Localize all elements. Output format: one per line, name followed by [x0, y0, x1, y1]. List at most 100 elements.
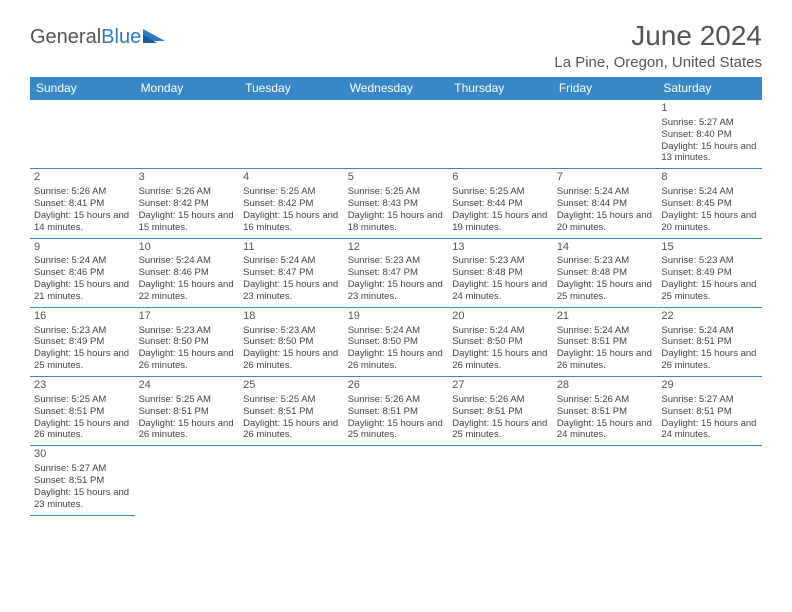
sunset-text: Sunset: 8:44 PM	[557, 198, 654, 210]
sunset-text: Sunset: 8:51 PM	[661, 336, 758, 348]
daylight-text: Daylight: 15 hours and 20 minutes.	[661, 210, 758, 234]
day-number: 23	[34, 379, 131, 393]
sunset-text: Sunset: 8:48 PM	[452, 267, 549, 279]
day-number: 10	[139, 241, 236, 255]
day-number: 27	[452, 379, 549, 393]
logo: GeneralBlue	[30, 26, 165, 49]
day-number: 6	[452, 171, 549, 185]
daylight-text: Daylight: 15 hours and 24 minutes.	[661, 418, 758, 442]
sunset-text: Sunset: 8:51 PM	[139, 406, 236, 418]
sunrise-text: Sunrise: 5:24 AM	[348, 325, 445, 337]
sunrise-text: Sunrise: 5:23 AM	[452, 255, 549, 267]
daylight-text: Daylight: 15 hours and 26 minutes.	[557, 348, 654, 372]
day-number: 29	[661, 379, 758, 393]
sunrise-text: Sunrise: 5:24 AM	[661, 325, 758, 337]
sunrise-text: Sunrise: 5:23 AM	[139, 325, 236, 337]
calendar-row: 30Sunrise: 5:27 AMSunset: 8:51 PMDayligh…	[30, 446, 762, 515]
sunrise-text: Sunrise: 5:27 AM	[661, 117, 758, 129]
day-header: Saturday	[657, 77, 762, 100]
sunset-text: Sunset: 8:47 PM	[243, 267, 340, 279]
sunset-text: Sunset: 8:51 PM	[557, 336, 654, 348]
daylight-text: Daylight: 15 hours and 26 minutes.	[139, 418, 236, 442]
sunset-text: Sunset: 8:51 PM	[348, 406, 445, 418]
sunrise-text: Sunrise: 5:25 AM	[243, 394, 340, 406]
sunset-text: Sunset: 8:42 PM	[139, 198, 236, 210]
calendar-cell	[344, 446, 449, 515]
daylight-text: Daylight: 15 hours and 25 minutes.	[661, 279, 758, 303]
header: GeneralBlue June 2024 La Pine, Oregon, U…	[30, 20, 762, 71]
sunset-text: Sunset: 8:50 PM	[139, 336, 236, 348]
calendar-cell: 4Sunrise: 5:25 AMSunset: 8:42 PMDaylight…	[239, 169, 344, 238]
calendar-cell: 29Sunrise: 5:27 AMSunset: 8:51 PMDayligh…	[657, 377, 762, 446]
day-header: Wednesday	[344, 77, 449, 100]
logo-text-2: Blue	[101, 26, 141, 49]
day-number: 28	[557, 379, 654, 393]
daylight-text: Daylight: 15 hours and 20 minutes.	[557, 210, 654, 234]
sunrise-text: Sunrise: 5:23 AM	[348, 255, 445, 267]
calendar-cell: 17Sunrise: 5:23 AMSunset: 8:50 PMDayligh…	[135, 307, 240, 376]
day-header: Friday	[553, 77, 658, 100]
sunrise-text: Sunrise: 5:26 AM	[557, 394, 654, 406]
calendar-table: Sunday Monday Tuesday Wednesday Thursday…	[30, 77, 762, 516]
calendar-cell: 7Sunrise: 5:24 AMSunset: 8:44 PMDaylight…	[553, 169, 658, 238]
day-header: Sunday	[30, 77, 135, 100]
calendar-row: 9Sunrise: 5:24 AMSunset: 8:46 PMDaylight…	[30, 238, 762, 307]
sunrise-text: Sunrise: 5:26 AM	[348, 394, 445, 406]
day-number: 9	[34, 241, 131, 255]
sunset-text: Sunset: 8:41 PM	[34, 198, 131, 210]
calendar-cell: 24Sunrise: 5:25 AMSunset: 8:51 PMDayligh…	[135, 377, 240, 446]
calendar-cell: 12Sunrise: 5:23 AMSunset: 8:47 PMDayligh…	[344, 238, 449, 307]
day-header: Monday	[135, 77, 240, 100]
sunset-text: Sunset: 8:50 PM	[348, 336, 445, 348]
sunrise-text: Sunrise: 5:23 AM	[243, 325, 340, 337]
calendar-cell: 13Sunrise: 5:23 AMSunset: 8:48 PMDayligh…	[448, 238, 553, 307]
calendar-row: 1Sunrise: 5:27 AMSunset: 8:40 PMDaylight…	[30, 100, 762, 169]
sunset-text: Sunset: 8:50 PM	[452, 336, 549, 348]
calendar-row: 16Sunrise: 5:23 AMSunset: 8:49 PMDayligh…	[30, 307, 762, 376]
calendar-cell: 19Sunrise: 5:24 AMSunset: 8:50 PMDayligh…	[344, 307, 449, 376]
calendar-cell: 26Sunrise: 5:26 AMSunset: 8:51 PMDayligh…	[344, 377, 449, 446]
calendar-cell	[344, 100, 449, 169]
sunset-text: Sunset: 8:51 PM	[557, 406, 654, 418]
day-number: 18	[243, 310, 340, 324]
day-number: 19	[348, 310, 445, 324]
sunset-text: Sunset: 8:47 PM	[348, 267, 445, 279]
day-number: 3	[139, 171, 236, 185]
day-number: 30	[34, 448, 131, 462]
calendar-cell: 11Sunrise: 5:24 AMSunset: 8:47 PMDayligh…	[239, 238, 344, 307]
day-header: Thursday	[448, 77, 553, 100]
day-number: 22	[661, 310, 758, 324]
title-block: June 2024 La Pine, Oregon, United States	[554, 20, 762, 71]
day-number: 25	[243, 379, 340, 393]
sunrise-text: Sunrise: 5:24 AM	[34, 255, 131, 267]
sunrise-text: Sunrise: 5:25 AM	[348, 186, 445, 198]
calendar-cell: 18Sunrise: 5:23 AMSunset: 8:50 PMDayligh…	[239, 307, 344, 376]
calendar-cell: 28Sunrise: 5:26 AMSunset: 8:51 PMDayligh…	[553, 377, 658, 446]
sunrise-text: Sunrise: 5:23 AM	[557, 255, 654, 267]
month-title: June 2024	[554, 20, 762, 52]
sunrise-text: Sunrise: 5:24 AM	[557, 325, 654, 337]
calendar-row: 2Sunrise: 5:26 AMSunset: 8:41 PMDaylight…	[30, 169, 762, 238]
sunrise-text: Sunrise: 5:23 AM	[34, 325, 131, 337]
calendar-cell: 22Sunrise: 5:24 AMSunset: 8:51 PMDayligh…	[657, 307, 762, 376]
daylight-text: Daylight: 15 hours and 24 minutes.	[452, 279, 549, 303]
sunrise-text: Sunrise: 5:27 AM	[661, 394, 758, 406]
daylight-text: Daylight: 15 hours and 13 minutes.	[661, 141, 758, 165]
calendar-cell: 15Sunrise: 5:23 AMSunset: 8:49 PMDayligh…	[657, 238, 762, 307]
sunset-text: Sunset: 8:51 PM	[661, 406, 758, 418]
day-header-row: Sunday Monday Tuesday Wednesday Thursday…	[30, 77, 762, 100]
day-number: 16	[34, 310, 131, 324]
calendar-cell	[135, 446, 240, 515]
calendar-cell	[553, 446, 658, 515]
calendar-cell: 6Sunrise: 5:25 AMSunset: 8:44 PMDaylight…	[448, 169, 553, 238]
calendar-page: GeneralBlue June 2024 La Pine, Oregon, U…	[0, 0, 792, 536]
calendar-cell: 30Sunrise: 5:27 AMSunset: 8:51 PMDayligh…	[30, 446, 135, 515]
daylight-text: Daylight: 15 hours and 26 minutes.	[34, 418, 131, 442]
daylight-text: Daylight: 15 hours and 26 minutes.	[243, 418, 340, 442]
calendar-cell	[448, 100, 553, 169]
logo-text-1: General	[30, 26, 101, 49]
day-number: 13	[452, 241, 549, 255]
day-number: 17	[139, 310, 236, 324]
day-number: 2	[34, 171, 131, 185]
daylight-text: Daylight: 15 hours and 14 minutes.	[34, 210, 131, 234]
